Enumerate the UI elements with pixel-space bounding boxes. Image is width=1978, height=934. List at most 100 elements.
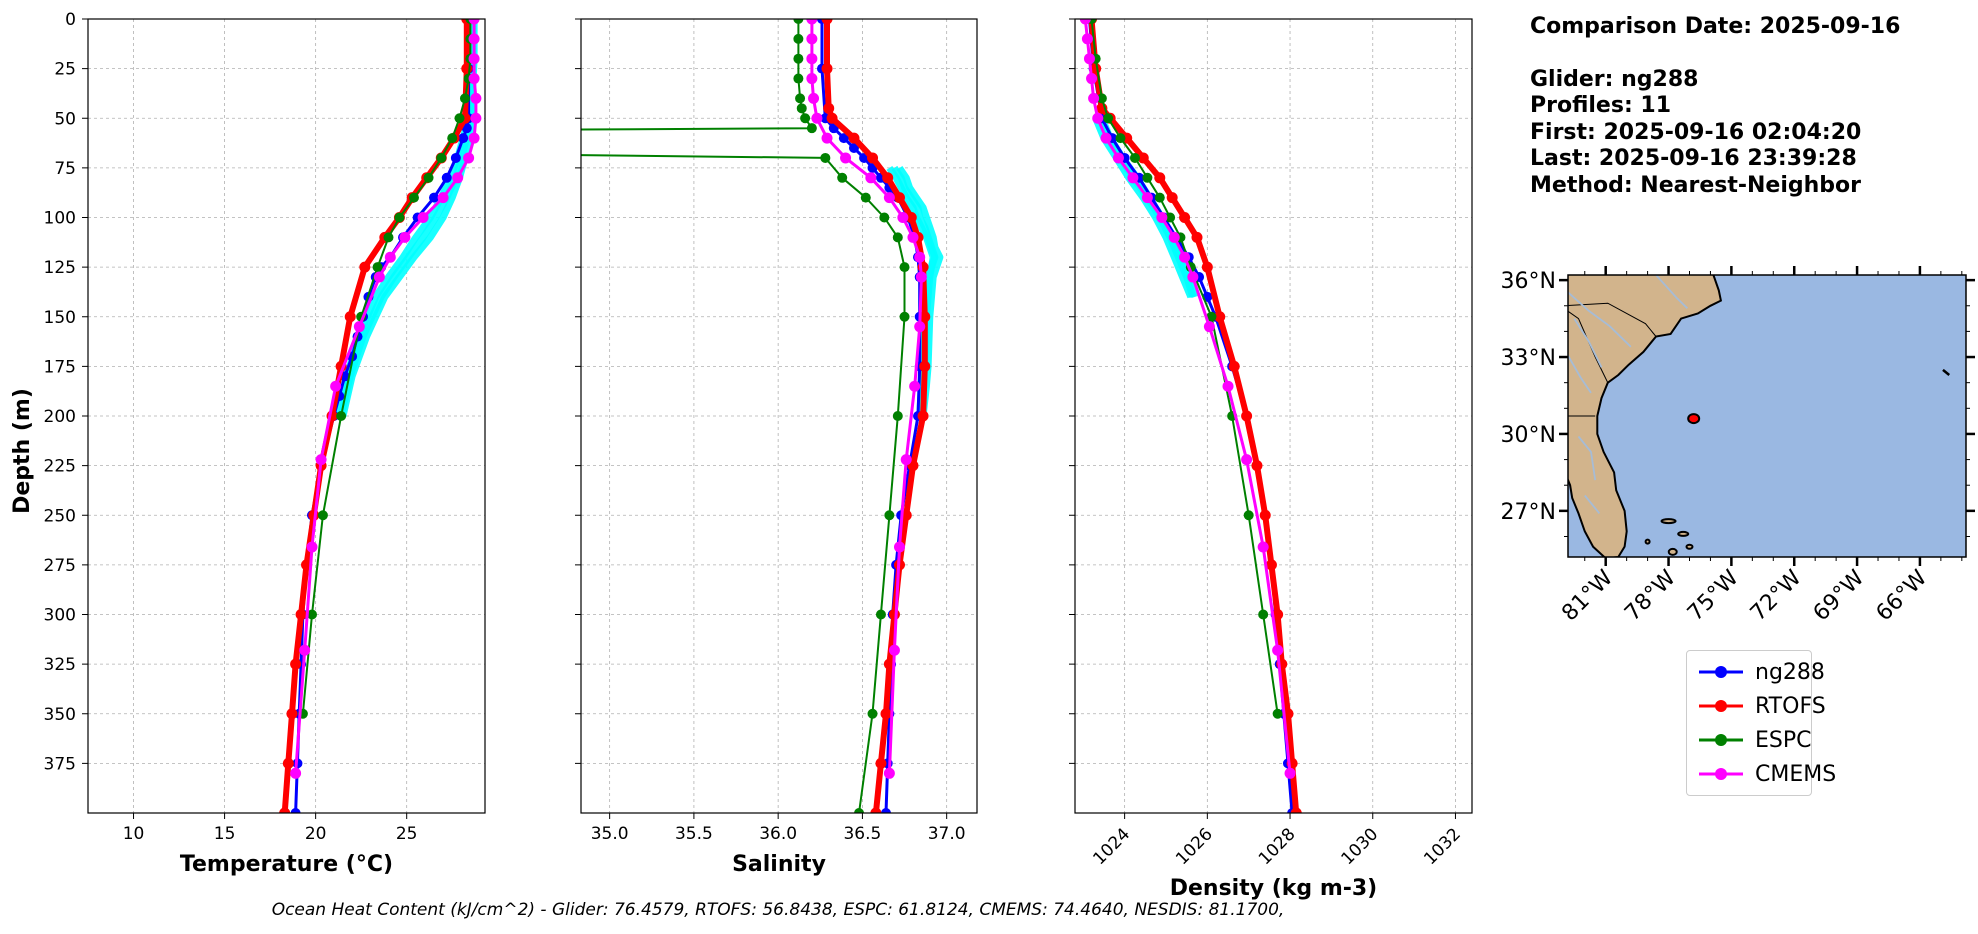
data-point	[1141, 192, 1153, 204]
x-tick-label: 1030	[1338, 824, 1383, 869]
data-point	[290, 808, 301, 813]
x-tick-label: 10	[123, 824, 145, 844]
data-point	[1272, 708, 1283, 719]
data-point	[286, 708, 298, 720]
data-point	[1166, 192, 1178, 204]
river	[1655, 275, 1689, 309]
data-point	[821, 19, 833, 25]
plot-area	[581, 19, 944, 813]
y-tick-label: 275	[44, 556, 76, 576]
data-point	[452, 172, 464, 184]
data-point	[914, 321, 926, 333]
river	[1568, 353, 1592, 394]
data-point	[821, 63, 833, 75]
data-point	[1265, 559, 1277, 571]
map-area	[1568, 275, 1966, 557]
location-map: 36°N 33°N 30°N 27°N 81°W 78°W 75°W 72°W 69°W 66°W	[1501, 266, 1975, 626]
map-lon-label: 66°W	[1872, 565, 1933, 626]
data-point	[463, 152, 475, 164]
y-tick-label: 200	[44, 407, 76, 427]
data-point	[384, 251, 396, 263]
data-point	[879, 212, 890, 223]
legend-label: ng288	[1755, 659, 1825, 685]
data-point	[1272, 644, 1284, 656]
y-tick-label: 100	[44, 209, 76, 229]
legend-item: ng288	[1697, 655, 1825, 689]
data-point	[854, 808, 865, 813]
data-point	[1241, 454, 1253, 466]
y-tick-label: 175	[44, 357, 76, 377]
data-point	[1086, 73, 1098, 85]
data-point	[793, 73, 804, 84]
y-tick-label: 25	[54, 60, 76, 80]
data-point	[470, 112, 482, 124]
profile-count: Profiles: 11	[1530, 93, 1672, 118]
data-point	[870, 807, 882, 813]
y-tick-label: 75	[54, 159, 76, 179]
data-point	[353, 321, 365, 333]
data-point	[837, 172, 848, 183]
y-tick-label: 125	[44, 258, 76, 278]
data-point	[884, 510, 895, 521]
data-point	[1241, 410, 1253, 422]
data-point	[330, 380, 342, 392]
data-point	[1179, 251, 1191, 263]
data-point	[436, 152, 447, 163]
info-panel: Comparison Date: 2025-09-16 Glider: ng28…	[1530, 14, 1900, 199]
map-lon-label: 69°W	[1809, 565, 1870, 626]
series-cmems	[806, 19, 927, 779]
data-point	[893, 192, 905, 204]
series-line	[1088, 19, 1300, 813]
data-point	[468, 73, 480, 85]
series-rtofs	[821, 19, 931, 813]
data-point	[1251, 460, 1263, 472]
x-tick-label: 1026	[1172, 824, 1217, 869]
river	[1573, 318, 1603, 368]
x-tick-label: 1032	[1420, 824, 1465, 869]
y-axis-label: Depth (m)	[10, 388, 35, 514]
x-tick-label: 15	[214, 824, 236, 844]
data-point	[826, 112, 838, 124]
data-point	[1156, 212, 1168, 223]
y-tick-label: 350	[44, 705, 76, 725]
legend-label: ESPC	[1755, 727, 1812, 753]
data-point	[806, 33, 818, 45]
data-point	[372, 262, 383, 273]
data-point	[290, 658, 302, 670]
data-point	[450, 152, 461, 163]
data-point	[1201, 261, 1213, 273]
data-point	[1259, 509, 1271, 521]
data-point	[470, 92, 482, 104]
data-point	[793, 19, 804, 24]
data-point	[811, 112, 823, 124]
data-point	[447, 133, 458, 144]
river	[1584, 494, 1601, 514]
x-tick-label: 35.5	[675, 824, 713, 844]
data-point	[454, 113, 465, 124]
map-lon-label: 78°W	[1620, 565, 1681, 626]
data-point	[408, 192, 419, 203]
data-point	[1187, 271, 1199, 283]
data-point	[399, 231, 411, 243]
data-point	[290, 767, 302, 779]
data-point	[1115, 133, 1126, 144]
data-point	[1083, 53, 1095, 65]
data-point	[468, 53, 480, 65]
series-espc	[581, 19, 910, 813]
island	[1660, 518, 1677, 525]
data-point	[888, 609, 900, 620]
data-point	[881, 808, 892, 813]
data-point	[867, 708, 878, 719]
data-point	[821, 132, 833, 144]
data-point	[423, 172, 434, 183]
data-point	[806, 73, 818, 85]
data-point	[468, 132, 480, 144]
island	[1644, 538, 1651, 545]
data-point	[383, 232, 394, 243]
temperature-panel: 10 15 20 2502550751001251501752002252502753…	[44, 10, 486, 877]
map-frame	[1567, 274, 1967, 558]
ohc-footer: Ocean Heat Content (kJ/cm^2) - Glider: 7…	[271, 900, 1285, 920]
island	[1942, 368, 1951, 376]
map-lat-label: 27°N	[1501, 500, 1556, 525]
